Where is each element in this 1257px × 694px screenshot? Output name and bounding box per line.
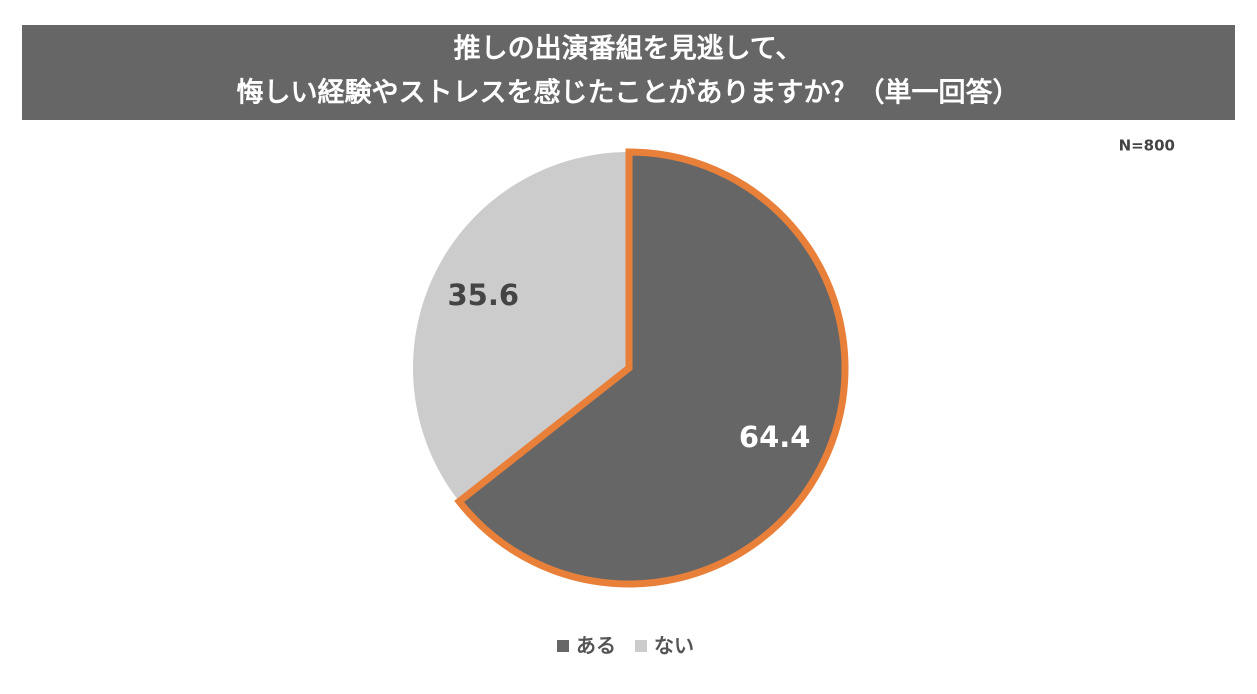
pie-slice <box>412 152 629 502</box>
chart-title: 推しの出演番組を見逃して、 <box>454 33 803 65</box>
legend-label: ある <box>576 634 616 658</box>
legend-label: ない <box>654 634 694 658</box>
chart-title: 悔しい経験やストレスを感じたことがありますか？（単一回答） <box>237 77 1020 109</box>
data-label: 35.6 <box>448 278 520 312</box>
title-bar <box>22 25 1235 120</box>
legend-swatch <box>557 640 569 652</box>
legend-swatch <box>635 640 647 652</box>
pie-slice <box>454 148 849 588</box>
data-label: 64.4 <box>739 420 811 454</box>
note: N=800 <box>1119 137 1175 155</box>
